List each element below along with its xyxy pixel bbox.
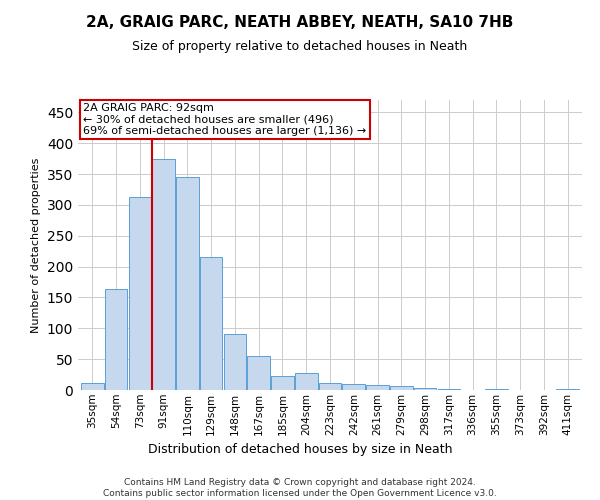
Bar <box>343 384 365 390</box>
Text: Contains HM Land Registry data © Crown copyright and database right 2024.
Contai: Contains HM Land Registry data © Crown c… <box>103 478 497 498</box>
Text: 2A GRAIG PARC: 92sqm
← 30% of detached houses are smaller (496)
69% of semi-deta: 2A GRAIG PARC: 92sqm ← 30% of detached h… <box>83 103 366 136</box>
Bar <box>319 382 341 390</box>
Bar <box>105 290 127 390</box>
Text: Distribution of detached houses by size in Neath: Distribution of detached houses by size … <box>148 442 452 456</box>
Bar <box>366 385 389 390</box>
Bar <box>556 389 579 390</box>
Text: Size of property relative to detached houses in Neath: Size of property relative to detached ho… <box>133 40 467 53</box>
Bar <box>485 389 508 390</box>
Bar <box>176 177 199 390</box>
Bar <box>295 374 317 390</box>
Bar <box>200 258 223 390</box>
Bar <box>81 383 104 390</box>
Bar <box>271 376 294 390</box>
Bar <box>247 356 270 390</box>
Bar <box>152 158 175 390</box>
Bar <box>390 386 413 390</box>
Y-axis label: Number of detached properties: Number of detached properties <box>31 158 41 332</box>
Bar <box>128 197 151 390</box>
Bar <box>224 334 246 390</box>
Bar <box>414 388 436 390</box>
Text: 2A, GRAIG PARC, NEATH ABBEY, NEATH, SA10 7HB: 2A, GRAIG PARC, NEATH ABBEY, NEATH, SA10… <box>86 15 514 30</box>
